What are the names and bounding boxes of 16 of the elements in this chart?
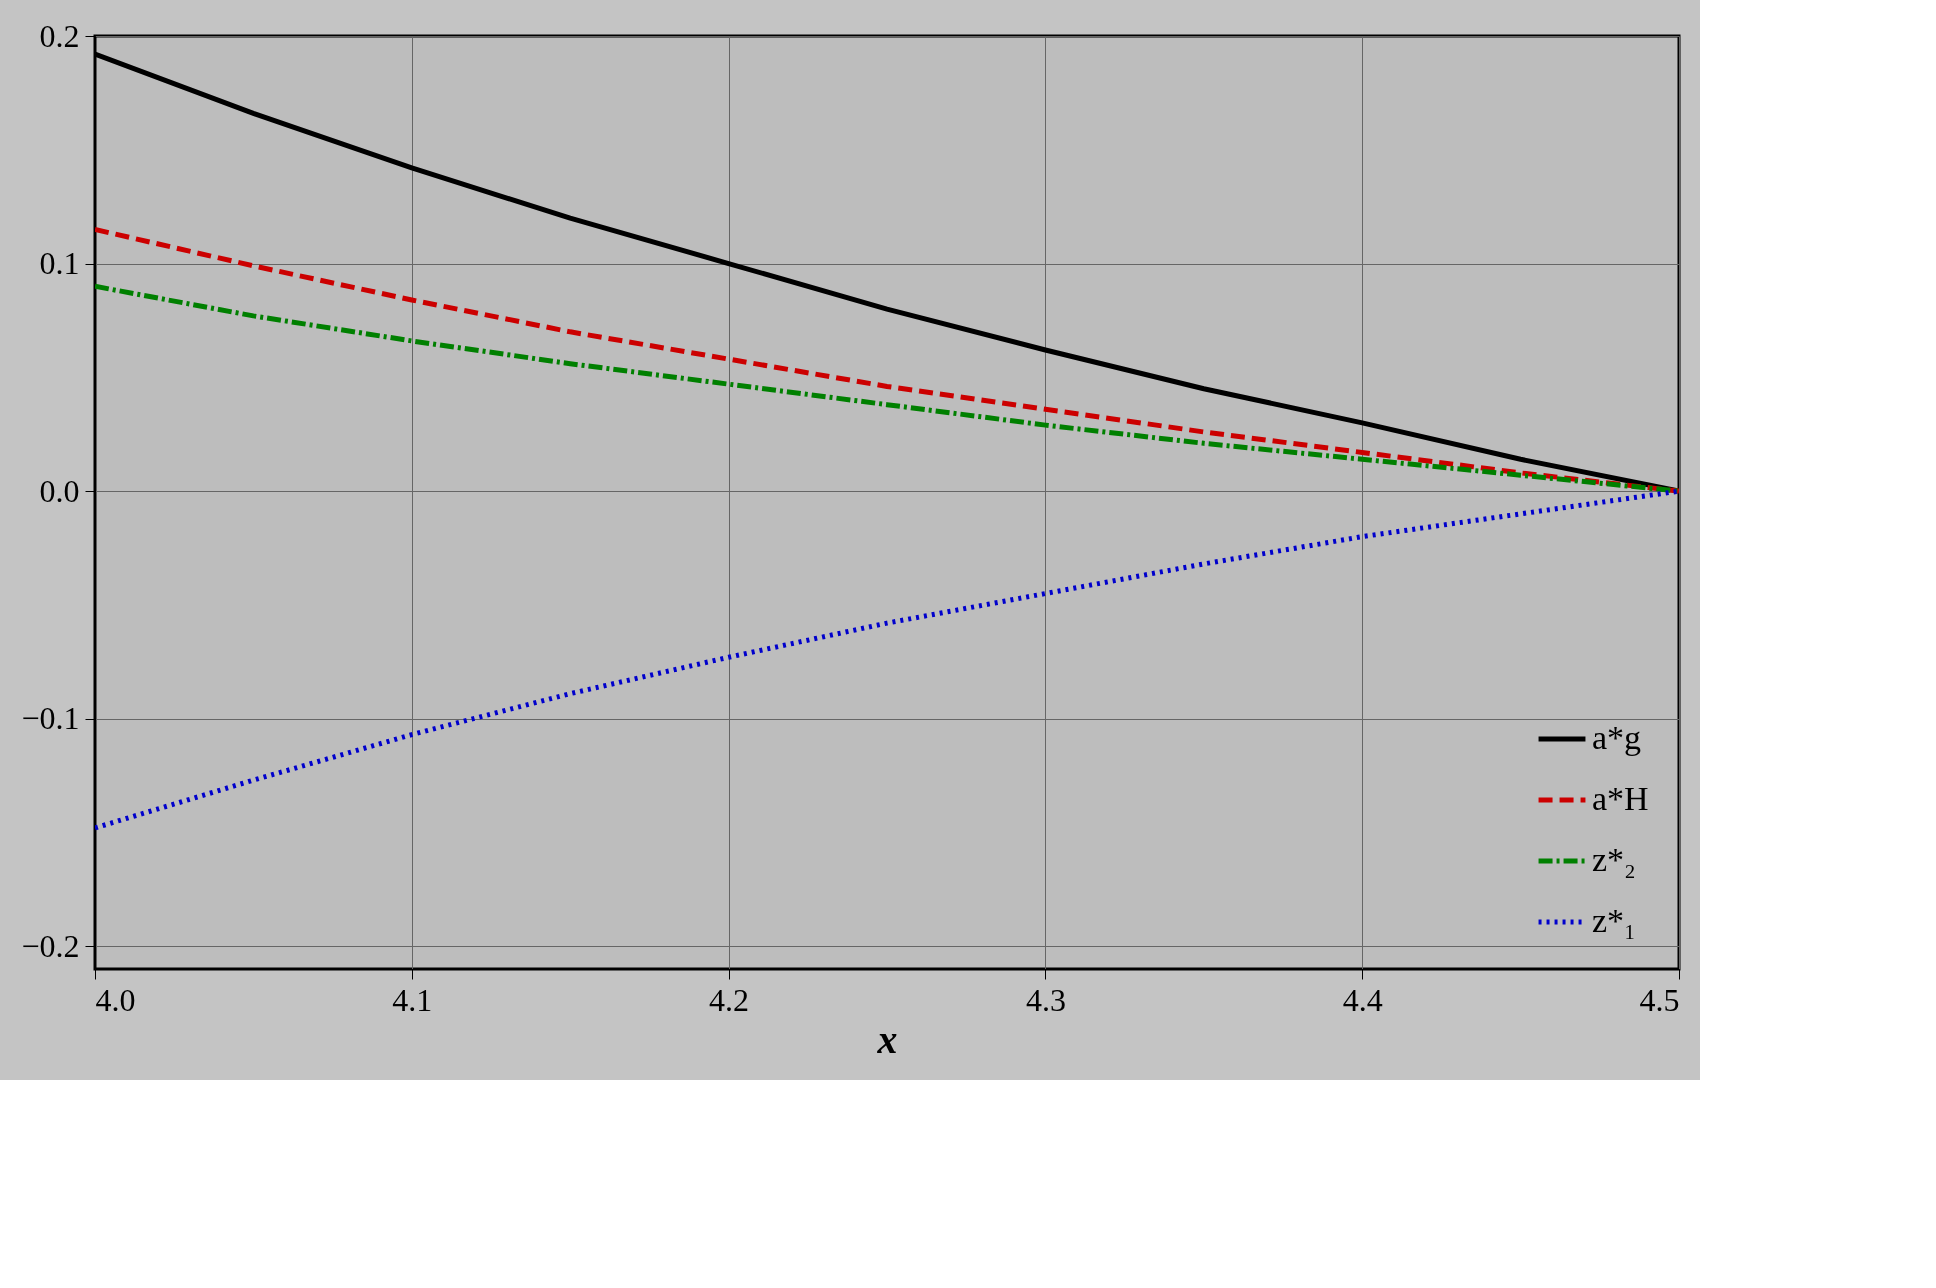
- x-tick-label: 4.4: [1342, 981, 1383, 1018]
- x-tick-label: 4.5: [1639, 981, 1680, 1018]
- x-axis-title: x: [876, 1016, 898, 1062]
- legend-label: a*H: [1592, 780, 1649, 817]
- y-tick-label: 0.1: [39, 245, 80, 282]
- x-tick-label: 4.1: [392, 981, 433, 1018]
- y-tick-label: 0.2: [39, 17, 80, 54]
- y-tick-label: −0.2: [21, 927, 80, 964]
- x-tick-label: 4.0: [95, 981, 136, 1018]
- y-tick-label: −0.1: [21, 700, 80, 737]
- legend-label: z*₁: [1592, 902, 1636, 939]
- legend-label: z*₂: [1592, 841, 1636, 878]
- x-tick-label: 4.2: [709, 981, 750, 1018]
- legend-label: a*g: [1592, 719, 1642, 756]
- y-tick-label: 0.0: [39, 472, 80, 509]
- x-tick-label: 4.3: [1025, 981, 1066, 1018]
